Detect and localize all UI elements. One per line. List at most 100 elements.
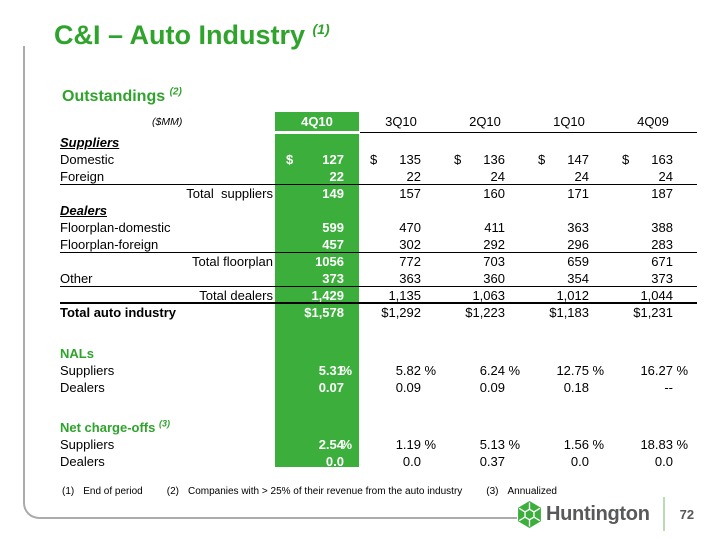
- cell-4Q10: 5.31%: [318, 363, 352, 378]
- footer: Huntington 72: [517, 496, 694, 532]
- cell-2Q10: 160: [483, 186, 505, 201]
- column-header-2q10: 2Q10: [469, 114, 501, 129]
- row-label: Total auto industry: [60, 305, 177, 320]
- table-row: Total floorplan 1056 772 703 659 671: [60, 252, 697, 270]
- footnote: (3) Annualized: [486, 486, 557, 497]
- column-header-4q10: 4Q10: [275, 112, 359, 131]
- table-row: Floorplan-domestic 599 470 411 363 388: [60, 219, 697, 236]
- cell-4Q10: 0.0: [325, 454, 344, 469]
- cell-4Q09: $1,231: [633, 305, 673, 320]
- cell-3Q10: 772: [399, 254, 421, 269]
- table-row: Other 373 363 360 354 373: [60, 270, 697, 287]
- table-row: Total dealers 1,429 1,135 1,063 1,012 1,044: [60, 286, 697, 304]
- row-label: Dealers: [60, 203, 107, 218]
- cell-1Q10: 12.75%: [556, 363, 604, 378]
- table-row: Suppliers 2.54% 1.19% 5.13% 1.56% 18.83%: [60, 436, 697, 453]
- page-title: C&I – Auto Industry (1): [54, 20, 330, 51]
- cell-2Q10: 292: [483, 237, 505, 252]
- cell-2Q10: 1,063: [472, 288, 505, 303]
- cell-3Q10: 470: [399, 220, 421, 235]
- cell-3Q10: $135: [370, 152, 421, 167]
- cell-4Q10: 0.07: [318, 380, 344, 395]
- row-label: NALs: [60, 346, 94, 361]
- row-label: Total dealers: [199, 288, 273, 303]
- cell-1Q10: 24: [574, 169, 589, 184]
- outstandings-footnote-ref: (2): [169, 86, 182, 98]
- cell-3Q10: 5.82%: [395, 363, 436, 378]
- cell-1Q10: 0.0: [570, 454, 589, 469]
- cell-4Q09: 671: [651, 254, 673, 269]
- cell-4Q09: 187: [651, 186, 673, 201]
- cell-2Q10: $136: [454, 152, 505, 167]
- cell-4Q10: 457: [322, 237, 344, 252]
- table-gap: [60, 321, 697, 345]
- cell-1Q10: 0.18: [563, 380, 589, 395]
- footnote: (2) Companies with > 25% of their revenue…: [166, 486, 463, 497]
- row-label: Suppliers: [60, 135, 120, 150]
- huntington-hexagon-icon: [518, 500, 541, 528]
- unit-label: ($MM): [152, 116, 183, 128]
- table-row: Total suppliers 149 157 160 171 187: [60, 184, 697, 202]
- column-header-4q09: 4Q09: [637, 114, 669, 129]
- row-label: Foreign: [60, 169, 105, 184]
- cell-1Q10: 171: [567, 186, 589, 201]
- outstandings-label: Outstandings: [62, 88, 170, 105]
- cell-4Q09: --: [664, 380, 673, 395]
- column-header-1q10: 1Q10: [553, 114, 585, 129]
- cell-2Q10: 5.13%: [479, 437, 520, 452]
- row-label: Dealers: [60, 380, 105, 395]
- footnotes: (1) End of period (2) Companies with > 25% …: [62, 486, 581, 497]
- cell-1Q10: 1,012: [556, 288, 589, 303]
- row-label: Dealers: [60, 454, 105, 469]
- cell-1Q10: $1,183: [549, 305, 589, 320]
- row-label: Domestic: [60, 152, 115, 167]
- outstandings-heading: Outstandings (2): [62, 86, 182, 106]
- page-title-footnote-ref: (1): [312, 21, 330, 37]
- row-label: Floorplan-foreign: [60, 237, 159, 252]
- table-header: ($MM) 4Q10 3Q10 2Q10 1Q10 4Q09: [60, 112, 697, 131]
- row-label: Suppliers: [60, 437, 115, 452]
- cell-2Q10: 703: [483, 254, 505, 269]
- footnote: (1) End of period: [62, 486, 143, 497]
- row-label: Net charge-offs (3): [60, 418, 170, 435]
- table-row: Suppliers 5.31% 5.82% 6.24% 12.75% 16.27%: [60, 362, 697, 379]
- page-title-text: C&I – Auto Industry: [54, 20, 313, 50]
- cell-1Q10: 363: [567, 220, 589, 235]
- cell-1Q10: 659: [567, 254, 589, 269]
- row-label: Other: [60, 271, 93, 286]
- row-label: Suppliers: [60, 363, 115, 378]
- table-row: Total auto industry $1,578 $1,292 $1,223 $1,…: [60, 302, 697, 321]
- cell-3Q10: 0.0: [402, 454, 421, 469]
- cell-2Q10: 360: [483, 271, 505, 286]
- column-header-3q10: 3Q10: [385, 114, 417, 129]
- cell-4Q09: 1,044: [640, 288, 673, 303]
- cell-2Q10: 6.24%: [479, 363, 520, 378]
- cell-4Q09: 16.27%: [640, 363, 688, 378]
- cell-2Q10: 24: [490, 169, 505, 184]
- table-rows: Suppliers Domestic $127 $135 $136 $147 $163 For…: [60, 134, 697, 470]
- cell-3Q10: 1,135: [388, 288, 421, 303]
- cell-4Q09: 373: [651, 271, 673, 286]
- cell-2Q10: 411: [484, 220, 505, 235]
- cell-4Q10: 373: [322, 271, 344, 286]
- cell-4Q10: 2.54%: [318, 437, 352, 452]
- cell-1Q10: 354: [567, 271, 589, 286]
- cell-3Q10: $1,292: [381, 305, 421, 320]
- table-row: Suppliers: [60, 134, 697, 151]
- cell-4Q10: 149: [322, 186, 344, 201]
- huntington-logo-wordmark: Huntington: [546, 502, 650, 525]
- cell-4Q09: 18.83%: [640, 437, 688, 452]
- cell-1Q10: $147: [538, 152, 589, 167]
- cell-4Q10: 1056: [315, 254, 344, 269]
- table-row: Foreign 22 22 24 24 24: [60, 168, 697, 185]
- cell-4Q09: 24: [658, 169, 673, 184]
- cell-3Q10: 363: [399, 271, 421, 286]
- page-number-separator: [662, 497, 665, 531]
- header-underline: [360, 132, 697, 133]
- cell-2Q10: 0.37: [479, 454, 505, 469]
- cell-3Q10: 0.09: [395, 380, 421, 395]
- cell-4Q10: $127: [286, 152, 344, 167]
- cell-3Q10: 302: [399, 237, 421, 252]
- cell-2Q10: 0.09: [479, 380, 505, 395]
